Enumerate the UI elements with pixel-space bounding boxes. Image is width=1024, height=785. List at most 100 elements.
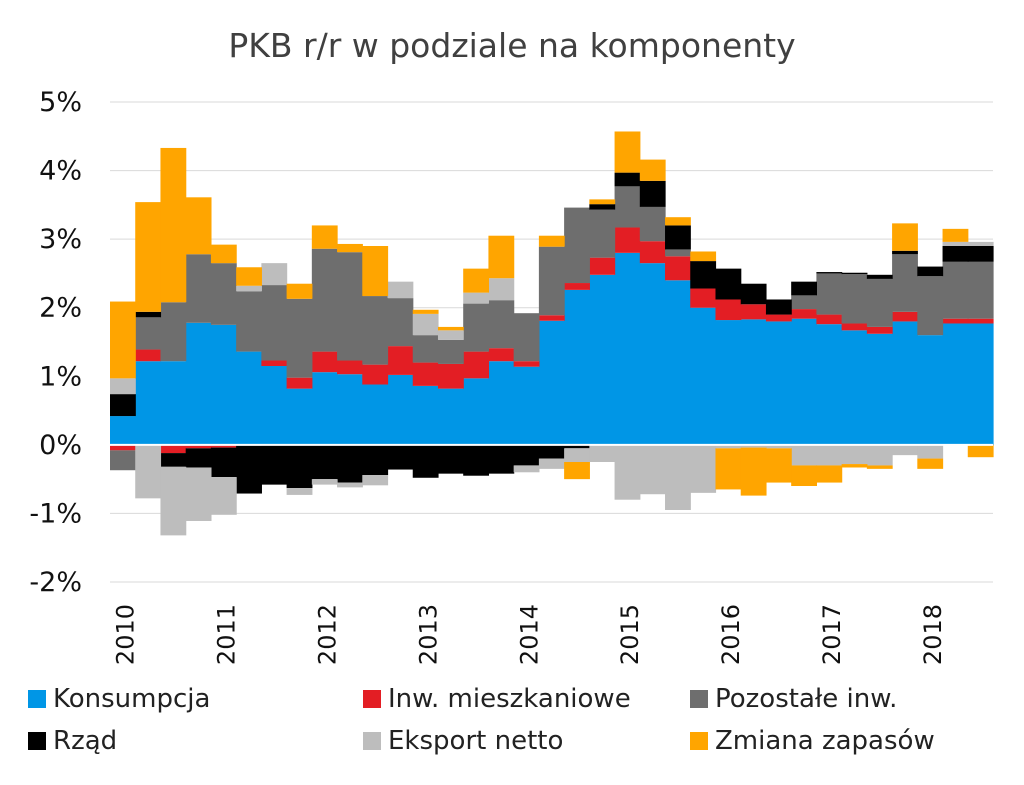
bar-segment	[690, 251, 717, 262]
x-tick-label: 2013	[414, 604, 442, 665]
bar-segment	[337, 482, 363, 488]
bar-segment	[866, 333, 893, 445]
bar-segment	[967, 261, 994, 319]
x-tick-label: 2014	[515, 604, 543, 665]
bar-segment	[513, 361, 540, 367]
bar-segment	[135, 444, 162, 499]
y-tick-label: 0%	[39, 430, 82, 461]
bar-segment	[740, 304, 767, 320]
bar-segment	[740, 447, 767, 496]
bar-segment	[564, 289, 590, 445]
bar-segment	[538, 320, 565, 445]
x-tick-label: 2018	[919, 604, 947, 665]
bar-segment	[967, 241, 994, 246]
bar-segment	[286, 388, 313, 445]
bar-segment	[236, 291, 262, 352]
bars	[110, 131, 994, 536]
bar-segment	[589, 199, 616, 205]
bar-segment	[765, 448, 792, 483]
bar-segment	[841, 272, 868, 275]
bar-segment	[110, 416, 136, 445]
bar-segment	[892, 321, 918, 445]
bar-segment	[639, 159, 666, 181]
legend-swatch	[690, 732, 708, 750]
bar-segment	[261, 360, 288, 366]
x-tick-label: 2010	[112, 604, 140, 665]
axes: 5% 4% 3% 2% 1% 0% -1% -2% 2010 2011 2012 2013 2014 20…	[29, 87, 993, 665]
y-tick-label: -1%	[29, 498, 82, 529]
bar-segment	[160, 444, 187, 454]
bar-segment	[437, 363, 464, 389]
legend-label: Pozostałe inw.	[715, 684, 898, 714]
bar-segment	[614, 186, 641, 228]
bar-segment	[740, 319, 767, 445]
bar-segment	[942, 228, 969, 242]
y-tick-label: 1%	[39, 361, 82, 392]
bar-segment	[412, 385, 439, 445]
legend-swatch	[28, 732, 46, 750]
bar-segment	[261, 263, 288, 286]
bar-segment	[362, 246, 389, 297]
bar-segment	[564, 448, 590, 462]
bar-segment	[135, 349, 162, 362]
bar-segment	[236, 351, 262, 445]
bar-segment	[564, 462, 590, 480]
bar-segment	[564, 207, 590, 284]
y-tick-label: -2%	[29, 567, 82, 598]
bar-segment	[967, 318, 994, 324]
bar-segment	[185, 322, 212, 445]
bar-segment	[488, 300, 515, 349]
bar-segment	[185, 444, 212, 449]
bar-segment	[387, 298, 414, 347]
y-tick-label: 3%	[39, 224, 82, 255]
bar-segment	[765, 314, 792, 322]
bar-segment	[765, 299, 792, 315]
legend-item: Konsumpcja	[28, 684, 210, 714]
bar-segment	[513, 465, 540, 473]
legend-item: Eksport netto	[363, 726, 563, 756]
bar-segment	[160, 147, 187, 303]
bar-segment	[110, 444, 136, 451]
bar-segment	[210, 477, 237, 515]
bar-segment	[513, 313, 540, 362]
bar-segment	[791, 444, 817, 466]
legend-label: Konsumpcja	[53, 684, 211, 714]
bar-segment	[791, 295, 817, 310]
bar-segment	[362, 475, 389, 486]
bar-segment	[135, 317, 162, 350]
bar-segment	[185, 448, 212, 468]
bar-segment	[185, 467, 212, 521]
bar-segment	[892, 223, 918, 251]
bar-segment	[841, 323, 868, 331]
bar-segment	[463, 268, 490, 293]
bar-segment	[866, 465, 893, 469]
bar-segment	[715, 268, 742, 300]
bar-segment	[690, 307, 717, 445]
legend-item: Pozostałe inw.	[690, 684, 897, 714]
bar-segment	[412, 309, 439, 314]
bar-segment	[816, 465, 843, 483]
bar-segment	[337, 243, 363, 253]
bar-segment	[917, 458, 944, 469]
bar-segment	[488, 235, 515, 279]
y-tick-label: 2%	[39, 293, 82, 324]
bar-segment	[236, 267, 262, 286]
bar-segment	[437, 444, 464, 474]
x-tick-label: 2016	[717, 604, 745, 665]
bar-segment	[286, 283, 313, 299]
bar-segment	[942, 318, 969, 324]
bar-segment	[362, 364, 389, 385]
bar-segment	[463, 292, 490, 304]
bar-segment	[185, 254, 212, 323]
bar-segment	[135, 361, 162, 445]
bar-segment	[917, 276, 944, 336]
bar-segment	[715, 444, 742, 449]
bar-segment	[463, 303, 490, 352]
bar-segment	[614, 252, 641, 445]
bar-segment	[488, 361, 515, 445]
bar-segment	[816, 314, 843, 325]
bar-segment	[816, 444, 843, 466]
bar-segment	[362, 296, 389, 365]
bar-segment	[665, 280, 691, 445]
bar-segment	[690, 444, 717, 493]
